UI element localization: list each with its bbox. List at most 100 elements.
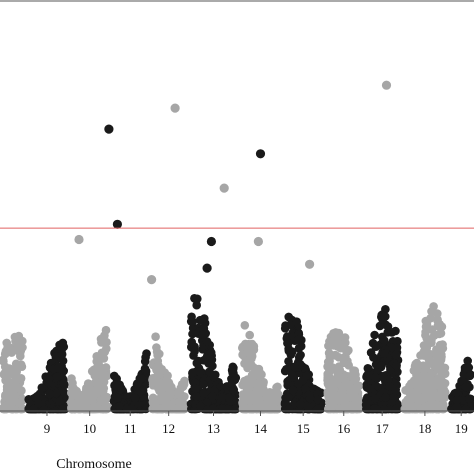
data-point (245, 330, 254, 340)
x-tick-label: 16 (337, 421, 351, 436)
notable-point (112, 219, 122, 229)
notable-point (74, 234, 84, 245)
data-point (57, 350, 67, 359)
data-point (141, 400, 150, 409)
data-point (11, 376, 21, 385)
x-tick-label: 17 (376, 421, 390, 436)
data-point (269, 401, 278, 411)
data-point (127, 404, 137, 414)
data-point (5, 395, 15, 405)
data-point (202, 337, 212, 346)
data-point (67, 383, 77, 392)
data-point (192, 300, 201, 310)
data-point (436, 355, 446, 365)
data-point (370, 394, 380, 403)
data-point (246, 359, 255, 369)
data-point (193, 294, 202, 304)
data-point (187, 337, 196, 347)
chromosome-points-10 (67, 325, 112, 414)
data-point (313, 395, 323, 404)
data-point (426, 374, 436, 384)
data-point (433, 309, 442, 318)
points-layer (0, 294, 474, 414)
data-point (465, 394, 474, 403)
data-point (464, 363, 474, 372)
data-point (11, 382, 21, 392)
data-point (179, 402, 189, 412)
data-point (53, 363, 63, 373)
data-point (8, 389, 18, 398)
chromosome-points-16 (323, 328, 365, 414)
data-point (422, 319, 432, 329)
data-point (224, 393, 234, 403)
notable-point (381, 80, 392, 90)
data-point (14, 331, 24, 341)
data-point (290, 362, 299, 372)
data-point (281, 398, 290, 407)
data-point (202, 398, 212, 407)
data-point (9, 365, 19, 375)
data-point (435, 320, 445, 329)
data-point (371, 342, 381, 352)
data-point (266, 393, 275, 402)
data-point (153, 371, 162, 381)
data-point (409, 376, 419, 386)
x-axis-ticks: 9 10 11 12 13 14 15 16 17 18 19 (44, 411, 468, 436)
data-point (341, 338, 350, 348)
data-point (323, 371, 333, 380)
data-point (99, 396, 109, 405)
data-point (436, 329, 446, 338)
data-point (102, 344, 111, 354)
data-point (391, 385, 401, 395)
data-point (17, 362, 27, 372)
data-point (283, 377, 292, 386)
data-point (151, 332, 160, 342)
data-point (452, 396, 462, 405)
data-point (59, 378, 68, 388)
data-point (12, 344, 22, 353)
data-point (152, 343, 161, 352)
x-tick-label: 19 (455, 421, 468, 436)
data-point (387, 328, 397, 337)
data-point (385, 381, 394, 391)
data-point (227, 365, 237, 375)
data-point (370, 330, 379, 340)
data-point (371, 373, 380, 382)
data-point (380, 349, 389, 359)
data-point (196, 401, 205, 411)
data-point (177, 380, 187, 389)
data-point (68, 401, 78, 411)
data-point (245, 404, 255, 414)
data-point (198, 330, 208, 340)
data-point (240, 321, 250, 330)
chromosome-points-9 (24, 338, 70, 414)
x-tick-label: 14 (254, 421, 268, 436)
notable-point (305, 259, 315, 269)
chromosome-points-17 (361, 305, 403, 414)
x-tick-label: 15 (297, 421, 310, 436)
x-tick-label: 18 (418, 421, 431, 436)
data-point (380, 336, 389, 345)
data-point (162, 397, 171, 407)
data-point (74, 394, 84, 404)
data-point (288, 385, 298, 395)
data-point (296, 350, 305, 360)
data-point (363, 364, 373, 373)
data-point (294, 379, 303, 388)
data-point (205, 367, 214, 377)
data-point (78, 403, 87, 413)
data-point (377, 361, 386, 370)
x-tick-label: 10 (83, 421, 96, 436)
data-point (199, 389, 208, 398)
data-point (149, 398, 159, 407)
data-point (379, 372, 388, 381)
x-axis-title: Chromosome (56, 457, 131, 472)
data-point (192, 392, 201, 401)
data-point (419, 351, 429, 360)
notable-point (202, 263, 212, 273)
data-point (406, 388, 416, 397)
data-point (302, 371, 312, 380)
data-point (302, 401, 312, 411)
data-point (37, 383, 47, 393)
